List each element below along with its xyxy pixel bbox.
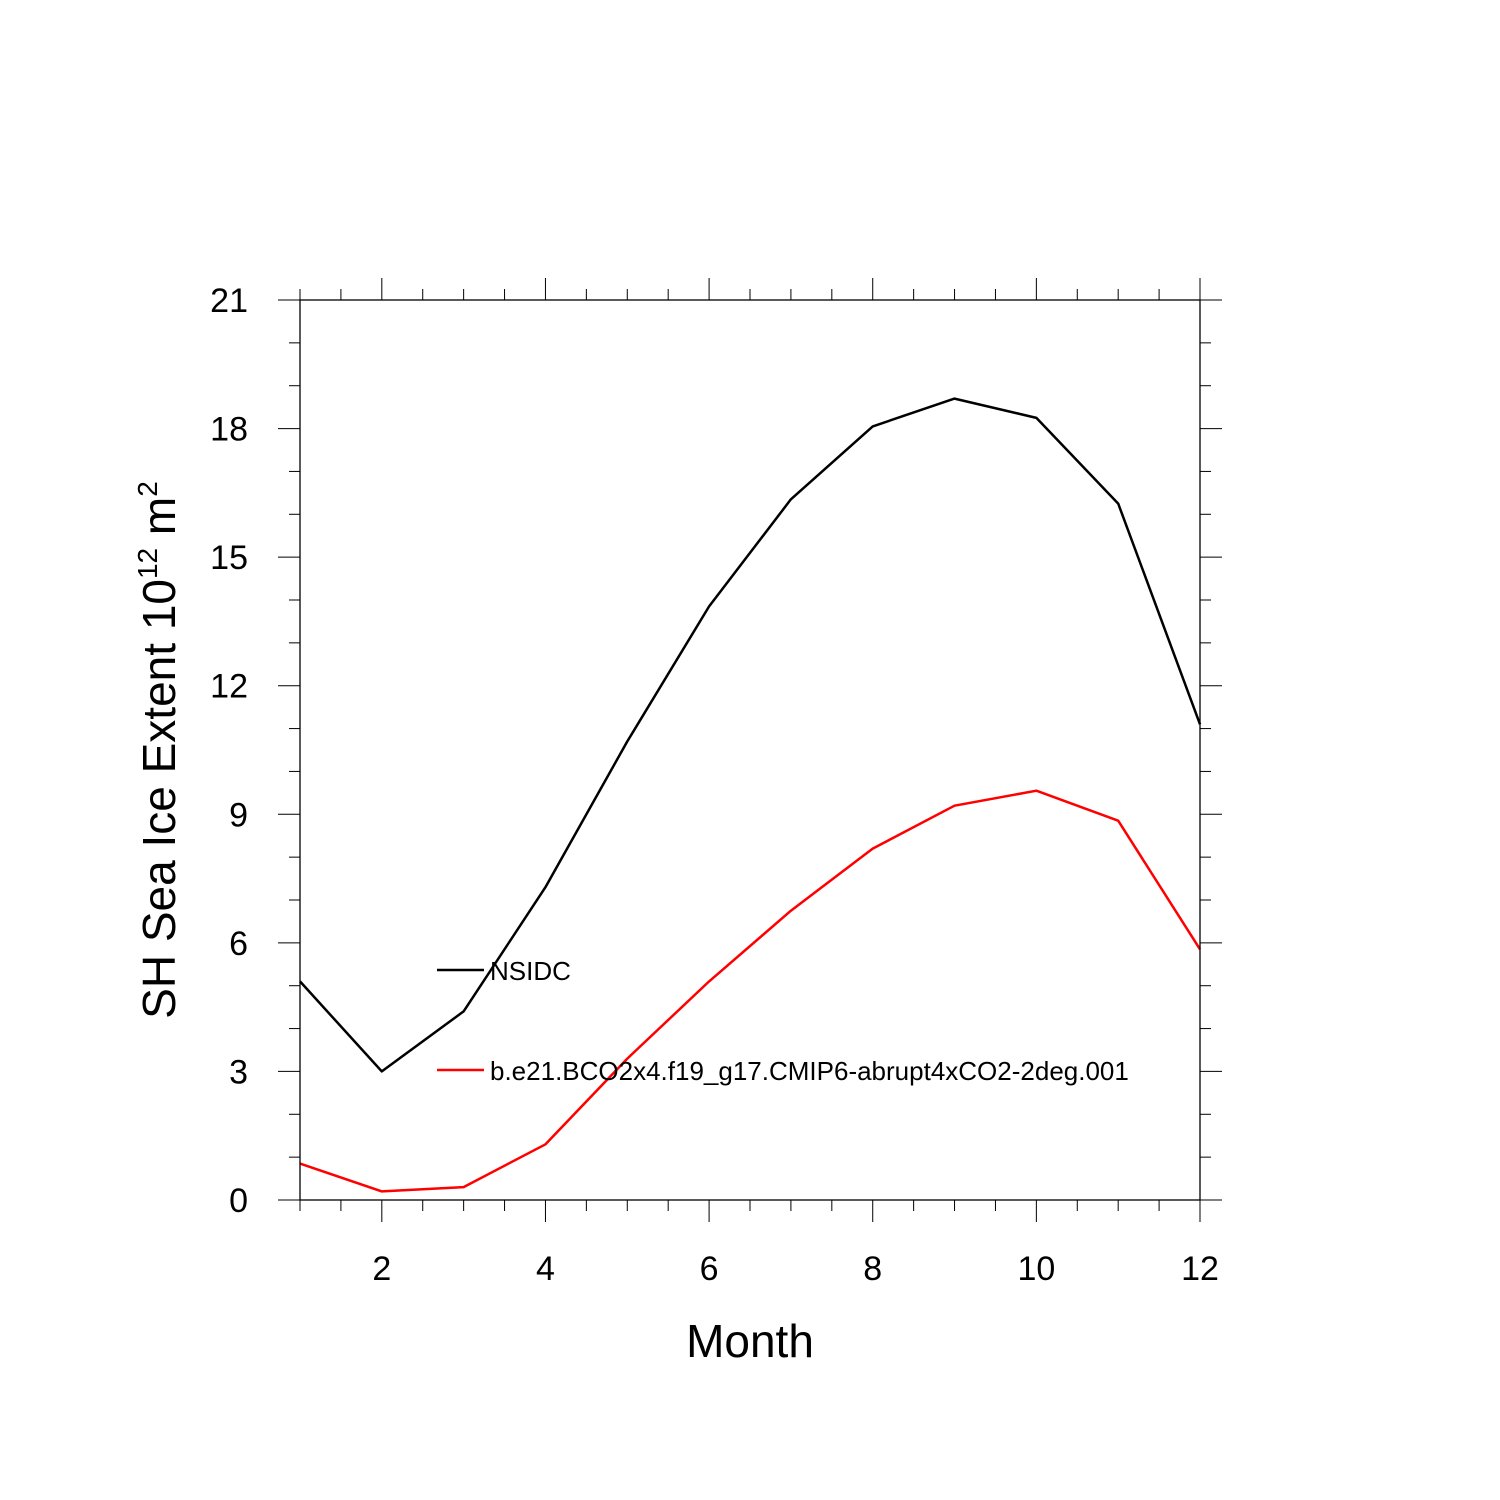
plot-frame [299,299,1201,1201]
y-axis-title-main: SH Sea Ice Extent 10 [133,579,185,1019]
y-tick-label: 15 [210,539,248,577]
series-line-2 [299,789,1202,1193]
x-tick-label: 2 [372,1250,391,1288]
y-tick-label: 12 [210,668,248,706]
y-tick-label: 21 [210,282,248,320]
x-tick-label: 4 [536,1250,555,1288]
y-axis-title-unit-exponent: 2 [132,481,163,497]
y-tick-label: 9 [229,796,248,834]
axis-ticks [278,278,1222,1222]
series-line-1 [299,397,1202,1073]
x-tick-label: 12 [1181,1250,1219,1288]
legend-label-1: NSIDC [490,956,571,986]
y-tick-label: 6 [229,925,248,963]
x-axis-title: Month [686,1315,814,1367]
x-tick-label: 6 [700,1250,719,1288]
legend: NSIDC b.e21.BCO2x4.f19_g17.CMIP6-abrupt4x… [437,956,1129,1086]
legend-label-2: b.e21.BCO2x4.f19_g17.CMIP6-abrupt4xCO2-2… [490,1056,1129,1086]
x-tick-label: 10 [1017,1250,1055,1288]
y-tick-label: 18 [210,411,248,449]
series-lines [299,397,1202,1193]
y-axis-title: SH Sea Ice Extent 1012 m2 [132,481,185,1019]
y-tick-label: 3 [229,1053,248,1091]
y-axis-title-unit: m [133,497,185,548]
y-axis-title-exponent: 12 [132,548,163,579]
y-tick-label: 0 [229,1182,248,1220]
x-tick-label: 8 [863,1250,882,1288]
tick-labels: 2 4 6 8 10 12 0 3 6 9 12 15 18 21 [210,282,1219,1288]
